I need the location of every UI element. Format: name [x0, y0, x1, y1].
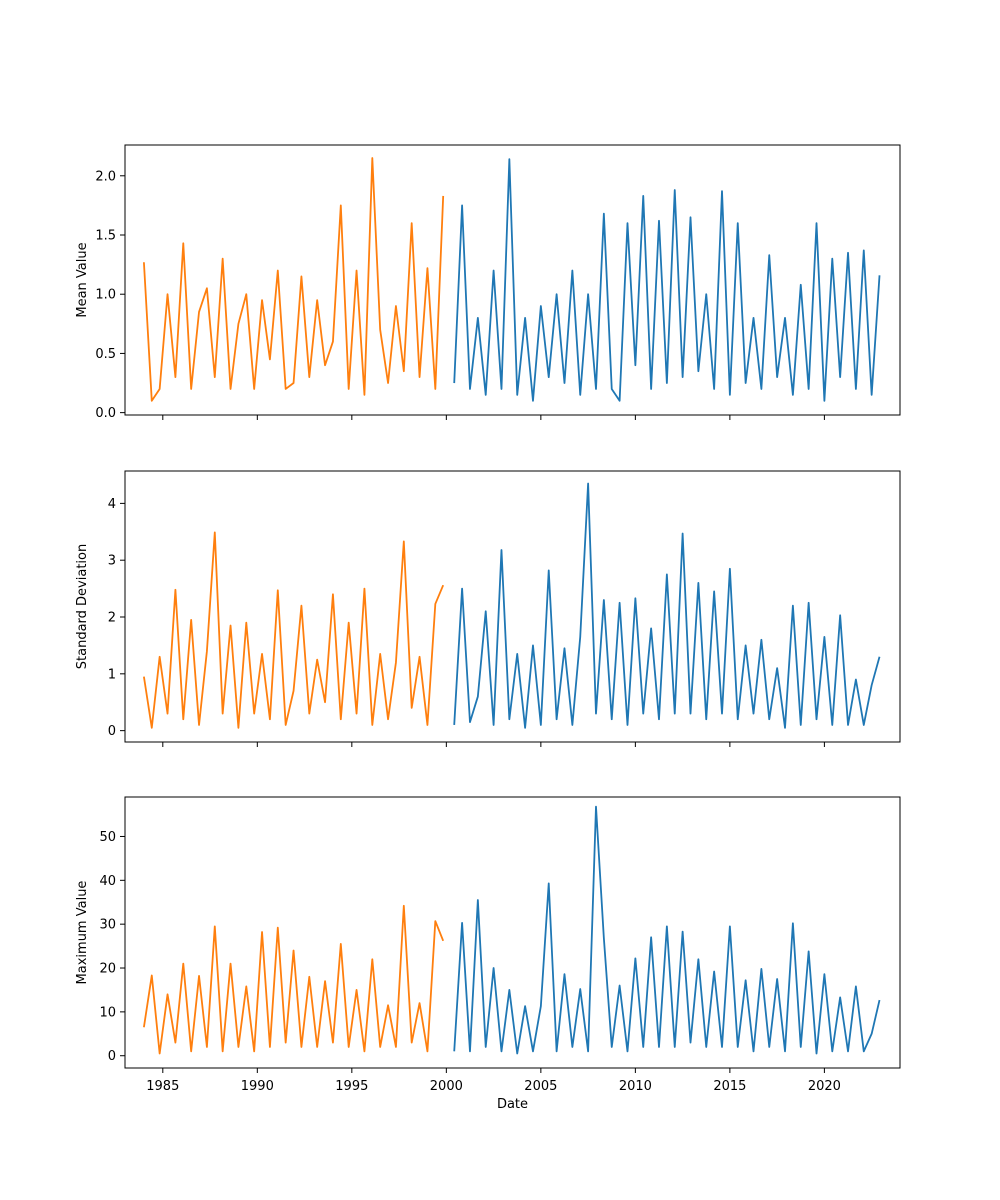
panel-1-series-from-2000-line: [453, 158, 881, 402]
x-axis-label: Date: [497, 1097, 528, 1112]
y-tick-label: 40: [99, 874, 116, 889]
y-tick-label: 1: [108, 667, 116, 682]
y-tick-label: 2: [108, 611, 116, 626]
panel-2-frame: [124, 470, 901, 743]
x-tick-label: 2020: [808, 1079, 841, 1094]
x-tick-label: 1995: [335, 1079, 368, 1094]
x-tick-label: 2015: [713, 1079, 746, 1094]
y-tick-label: 4: [108, 497, 116, 512]
y-tick-label: 50: [99, 830, 116, 845]
panel-2-series-from-2000-line: [453, 482, 881, 729]
panel-3-series-before-2000-line: [143, 904, 445, 1055]
x-tick-label: 2010: [619, 1079, 652, 1094]
panel-3-frame: [124, 796, 901, 1069]
y-tick-label: 10: [99, 1005, 116, 1020]
y-tick-label: 3: [108, 554, 116, 569]
panel-1: 0.0 0.5 1.0 1.5 2.0 Mean Value: [75, 144, 901, 421]
y-tick-label: 0: [108, 1049, 116, 1064]
y-tick-label: 2.0: [95, 169, 116, 184]
x-tick-label: 2005: [524, 1079, 557, 1094]
y-tick-label: 0.0: [95, 406, 116, 421]
x-tick-label: 2000: [430, 1079, 463, 1094]
panel-3: 0 10 20 30 40 50 1985 1990 1995 2000 2005 2010 2015 2…: [75, 796, 901, 1094]
x-tick-label: 1985: [146, 1079, 179, 1094]
panel-1-frame: [124, 144, 901, 416]
panel-2-series-before-2000-line: [143, 531, 445, 729]
panel-3-series-from-2000-line: [453, 805, 881, 1055]
y-axis-label: Maximum Value: [75, 881, 90, 985]
y-axis-label: Mean Value: [75, 242, 90, 317]
panel-1-series-before-2000-line: [143, 157, 445, 402]
y-tick-label: 30: [99, 918, 116, 933]
y-tick-label: 20: [99, 962, 116, 977]
y-tick-label: 0: [108, 724, 116, 739]
y-tick-label: 1.0: [95, 288, 116, 303]
x-tick-label: 1990: [241, 1079, 274, 1094]
panel-2: 0 1 2 3 4 Standard Deviation: [75, 470, 901, 747]
y-tick-label: 0.5: [95, 347, 116, 362]
y-axis-label: Standard Deviation: [75, 544, 90, 669]
y-tick-label: 1.5: [95, 229, 116, 244]
